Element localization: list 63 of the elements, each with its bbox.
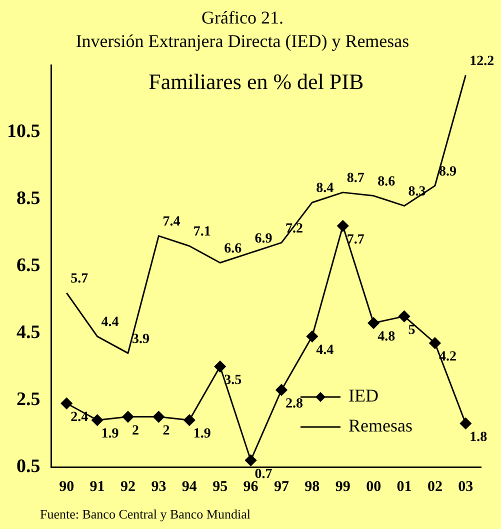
point bbox=[306, 330, 318, 342]
data-label: 1.8 bbox=[470, 430, 488, 446]
point bbox=[337, 220, 349, 232]
y-tick-label: 0.5 bbox=[16, 456, 40, 477]
x-tick-label: 00 bbox=[366, 478, 382, 495]
data-label: 12.2 bbox=[470, 54, 494, 69]
point bbox=[122, 411, 134, 423]
point bbox=[460, 418, 472, 430]
x-tick-label: 97 bbox=[274, 478, 290, 495]
point bbox=[184, 414, 196, 426]
x-tick-label: 02 bbox=[427, 478, 442, 495]
data-label: 2.8 bbox=[285, 396, 303, 412]
point bbox=[368, 317, 380, 329]
y-tick-label: 2.5 bbox=[16, 388, 40, 410]
data-label: 8.6 bbox=[378, 174, 396, 190]
data-label: 7.1 bbox=[193, 224, 211, 240]
data-label: 1.9 bbox=[101, 426, 119, 442]
x-tick-label: 92 bbox=[120, 478, 136, 495]
data-label: 2 bbox=[132, 423, 139, 438]
data-label: 2.4 bbox=[70, 410, 88, 425]
data-label: 4.4 bbox=[316, 343, 334, 358]
point bbox=[429, 337, 441, 349]
data-label: 8.7 bbox=[346, 171, 364, 186]
data-label: 6.9 bbox=[254, 231, 272, 246]
point bbox=[214, 360, 226, 372]
x-tick-label: 01 bbox=[396, 478, 412, 495]
data-label: 3.5 bbox=[224, 373, 242, 388]
x-tick-label: 91 bbox=[90, 478, 105, 495]
point bbox=[152, 411, 164, 423]
chart-subtitle: Inversión Extranjera Directa (IED) y Remesas bbox=[76, 31, 410, 52]
data-label: 3.9 bbox=[132, 332, 150, 347]
y-tick-label: 4.5 bbox=[16, 322, 40, 343]
x-tick-label: 94 bbox=[182, 478, 198, 495]
data-label: 7.4 bbox=[162, 214, 180, 230]
data-label: 2 bbox=[162, 423, 170, 438]
data-label: 6.6 bbox=[224, 241, 242, 256]
data-label: 7.7 bbox=[346, 232, 364, 248]
x-tick-label: 99 bbox=[335, 478, 350, 495]
point bbox=[92, 414, 104, 426]
annotation: Familiares en % del PIB bbox=[148, 68, 364, 94]
data-label: 1.9 bbox=[193, 426, 211, 442]
data-label: 5 bbox=[408, 322, 416, 338]
data-label: 5.7 bbox=[70, 271, 88, 286]
x-tick-label: 93 bbox=[151, 478, 166, 495]
x-tick-label: 98 bbox=[304, 478, 320, 495]
legend-label: Remesas bbox=[348, 416, 412, 436]
data-label: 4.8 bbox=[378, 330, 396, 345]
legend-label: IED bbox=[348, 386, 379, 406]
chart-title: Gráfico 21. bbox=[202, 8, 284, 28]
y-tick-label: 6.5 bbox=[16, 255, 40, 276]
x-tick-label: 03 bbox=[458, 478, 474, 495]
x-tick-label: 90 bbox=[59, 478, 74, 495]
point bbox=[245, 454, 257, 466]
data-label: 8.9 bbox=[438, 164, 456, 180]
source-note: Fuente: Banco Central y Banco Mundial bbox=[40, 506, 251, 522]
point bbox=[398, 310, 410, 322]
y-tick-label: 8.5 bbox=[16, 188, 40, 210]
x-tick-label: 95 bbox=[212, 478, 228, 495]
data-label: 4.4 bbox=[101, 315, 119, 330]
point bbox=[60, 398, 72, 410]
y-tick-label: 10.5 bbox=[7, 121, 40, 142]
data-label: 8.4 bbox=[316, 181, 334, 196]
point bbox=[276, 384, 288, 396]
